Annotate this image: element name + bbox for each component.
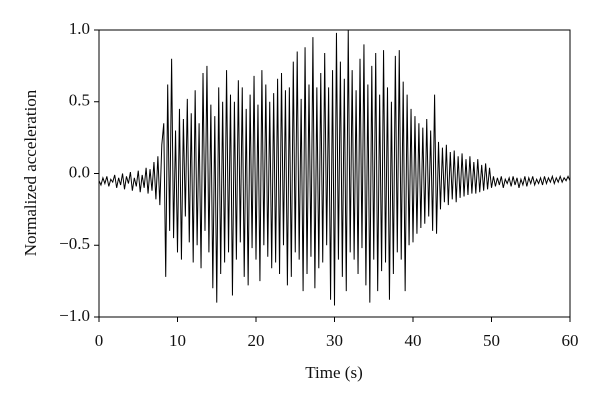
x-tick-label: 20 xyxy=(248,331,265,350)
x-tick-label: 60 xyxy=(562,331,579,350)
x-tick-label: 0 xyxy=(95,331,104,350)
signal-line xyxy=(98,29,571,306)
x-tick-label: 30 xyxy=(326,331,343,350)
x-tick-label: 50 xyxy=(483,331,500,350)
y-tick-label: −1.0 xyxy=(59,306,90,325)
x-tick-label: 10 xyxy=(169,331,186,350)
y-tick-label: 0.0 xyxy=(69,162,90,181)
y-tick-label: 0.5 xyxy=(69,91,90,110)
y-tick-label: −0.5 xyxy=(59,234,90,253)
x-axis-label: Time (s) xyxy=(305,363,362,382)
y-tick-label: 1.0 xyxy=(69,19,90,38)
x-tick-label: 40 xyxy=(405,331,422,350)
y-axis-label: Normalized acceleration xyxy=(21,89,40,256)
